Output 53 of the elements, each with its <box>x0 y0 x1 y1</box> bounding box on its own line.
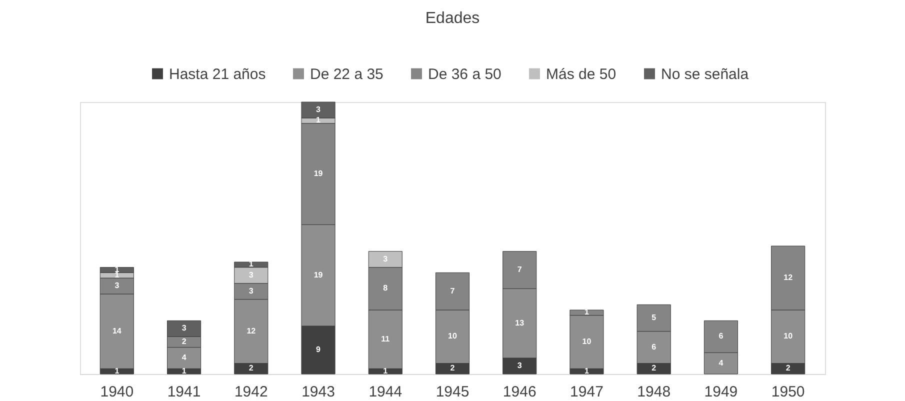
x-tick-label: 1950 <box>771 384 805 400</box>
chart-title: Edades <box>425 10 480 27</box>
data-label: 3 <box>182 324 187 333</box>
data-label: 4 <box>718 358 724 368</box>
data-label: 1 <box>114 366 120 376</box>
data-label: 1 <box>182 366 187 376</box>
data-label: 3 <box>383 254 388 264</box>
x-tick-label: 1947 <box>570 384 604 400</box>
data-label: 7 <box>450 286 456 296</box>
data-label: 10 <box>784 332 794 341</box>
data-label: 3 <box>114 281 120 290</box>
data-label: 3 <box>316 105 322 114</box>
data-label: 14 <box>112 326 122 336</box>
data-label: 12 <box>246 326 256 336</box>
legend-label: De 22 a 35 <box>310 66 384 83</box>
data-label: 1 <box>316 116 322 125</box>
data-label: 7 <box>517 265 522 274</box>
x-tick-label: 1940 <box>100 384 134 400</box>
x-tick-label: 1944 <box>368 384 402 400</box>
x-tick-label: 1943 <box>302 384 335 400</box>
data-label: 2 <box>450 364 456 373</box>
x-tick-label: 1942 <box>234 384 268 400</box>
data-label: 13 <box>515 318 525 328</box>
data-label: 1 <box>383 366 388 376</box>
data-label: 10 <box>448 332 458 341</box>
data-label: 2 <box>652 364 657 373</box>
data-label: 9 <box>316 345 322 354</box>
x-tick-label: 1949 <box>704 384 738 400</box>
x-tick-label: 1946 <box>502 384 536 400</box>
data-label: 5 <box>652 313 657 322</box>
data-label: 8 <box>383 284 388 293</box>
data-label: 6 <box>718 332 724 341</box>
data-label: 4 <box>182 353 187 362</box>
data-label: 19 <box>314 169 324 178</box>
data-label: 6 <box>652 342 657 352</box>
data-label: 3 <box>517 361 522 370</box>
data-label: 19 <box>314 270 324 280</box>
legend-label: Más de 50 <box>546 66 616 83</box>
data-label: 12 <box>784 273 794 282</box>
data-label: 10 <box>582 337 592 346</box>
data-label: 1 <box>584 366 590 376</box>
legend-label: De 36 a 50 <box>428 66 502 83</box>
x-tick-label: 1948 <box>637 384 671 400</box>
data-label: 3 <box>248 270 254 280</box>
x-tick-label: 1945 <box>436 384 470 400</box>
data-label: 3 <box>248 286 254 296</box>
data-label: 11 <box>381 334 390 344</box>
data-label: 2 <box>786 364 791 373</box>
legend-label: No se señala <box>661 66 750 83</box>
data-label: 2 <box>248 364 254 373</box>
x-tick-label: 1941 <box>167 384 201 400</box>
legend-label: Hasta 21 años <box>169 66 266 83</box>
data-label: 2 <box>182 337 187 346</box>
